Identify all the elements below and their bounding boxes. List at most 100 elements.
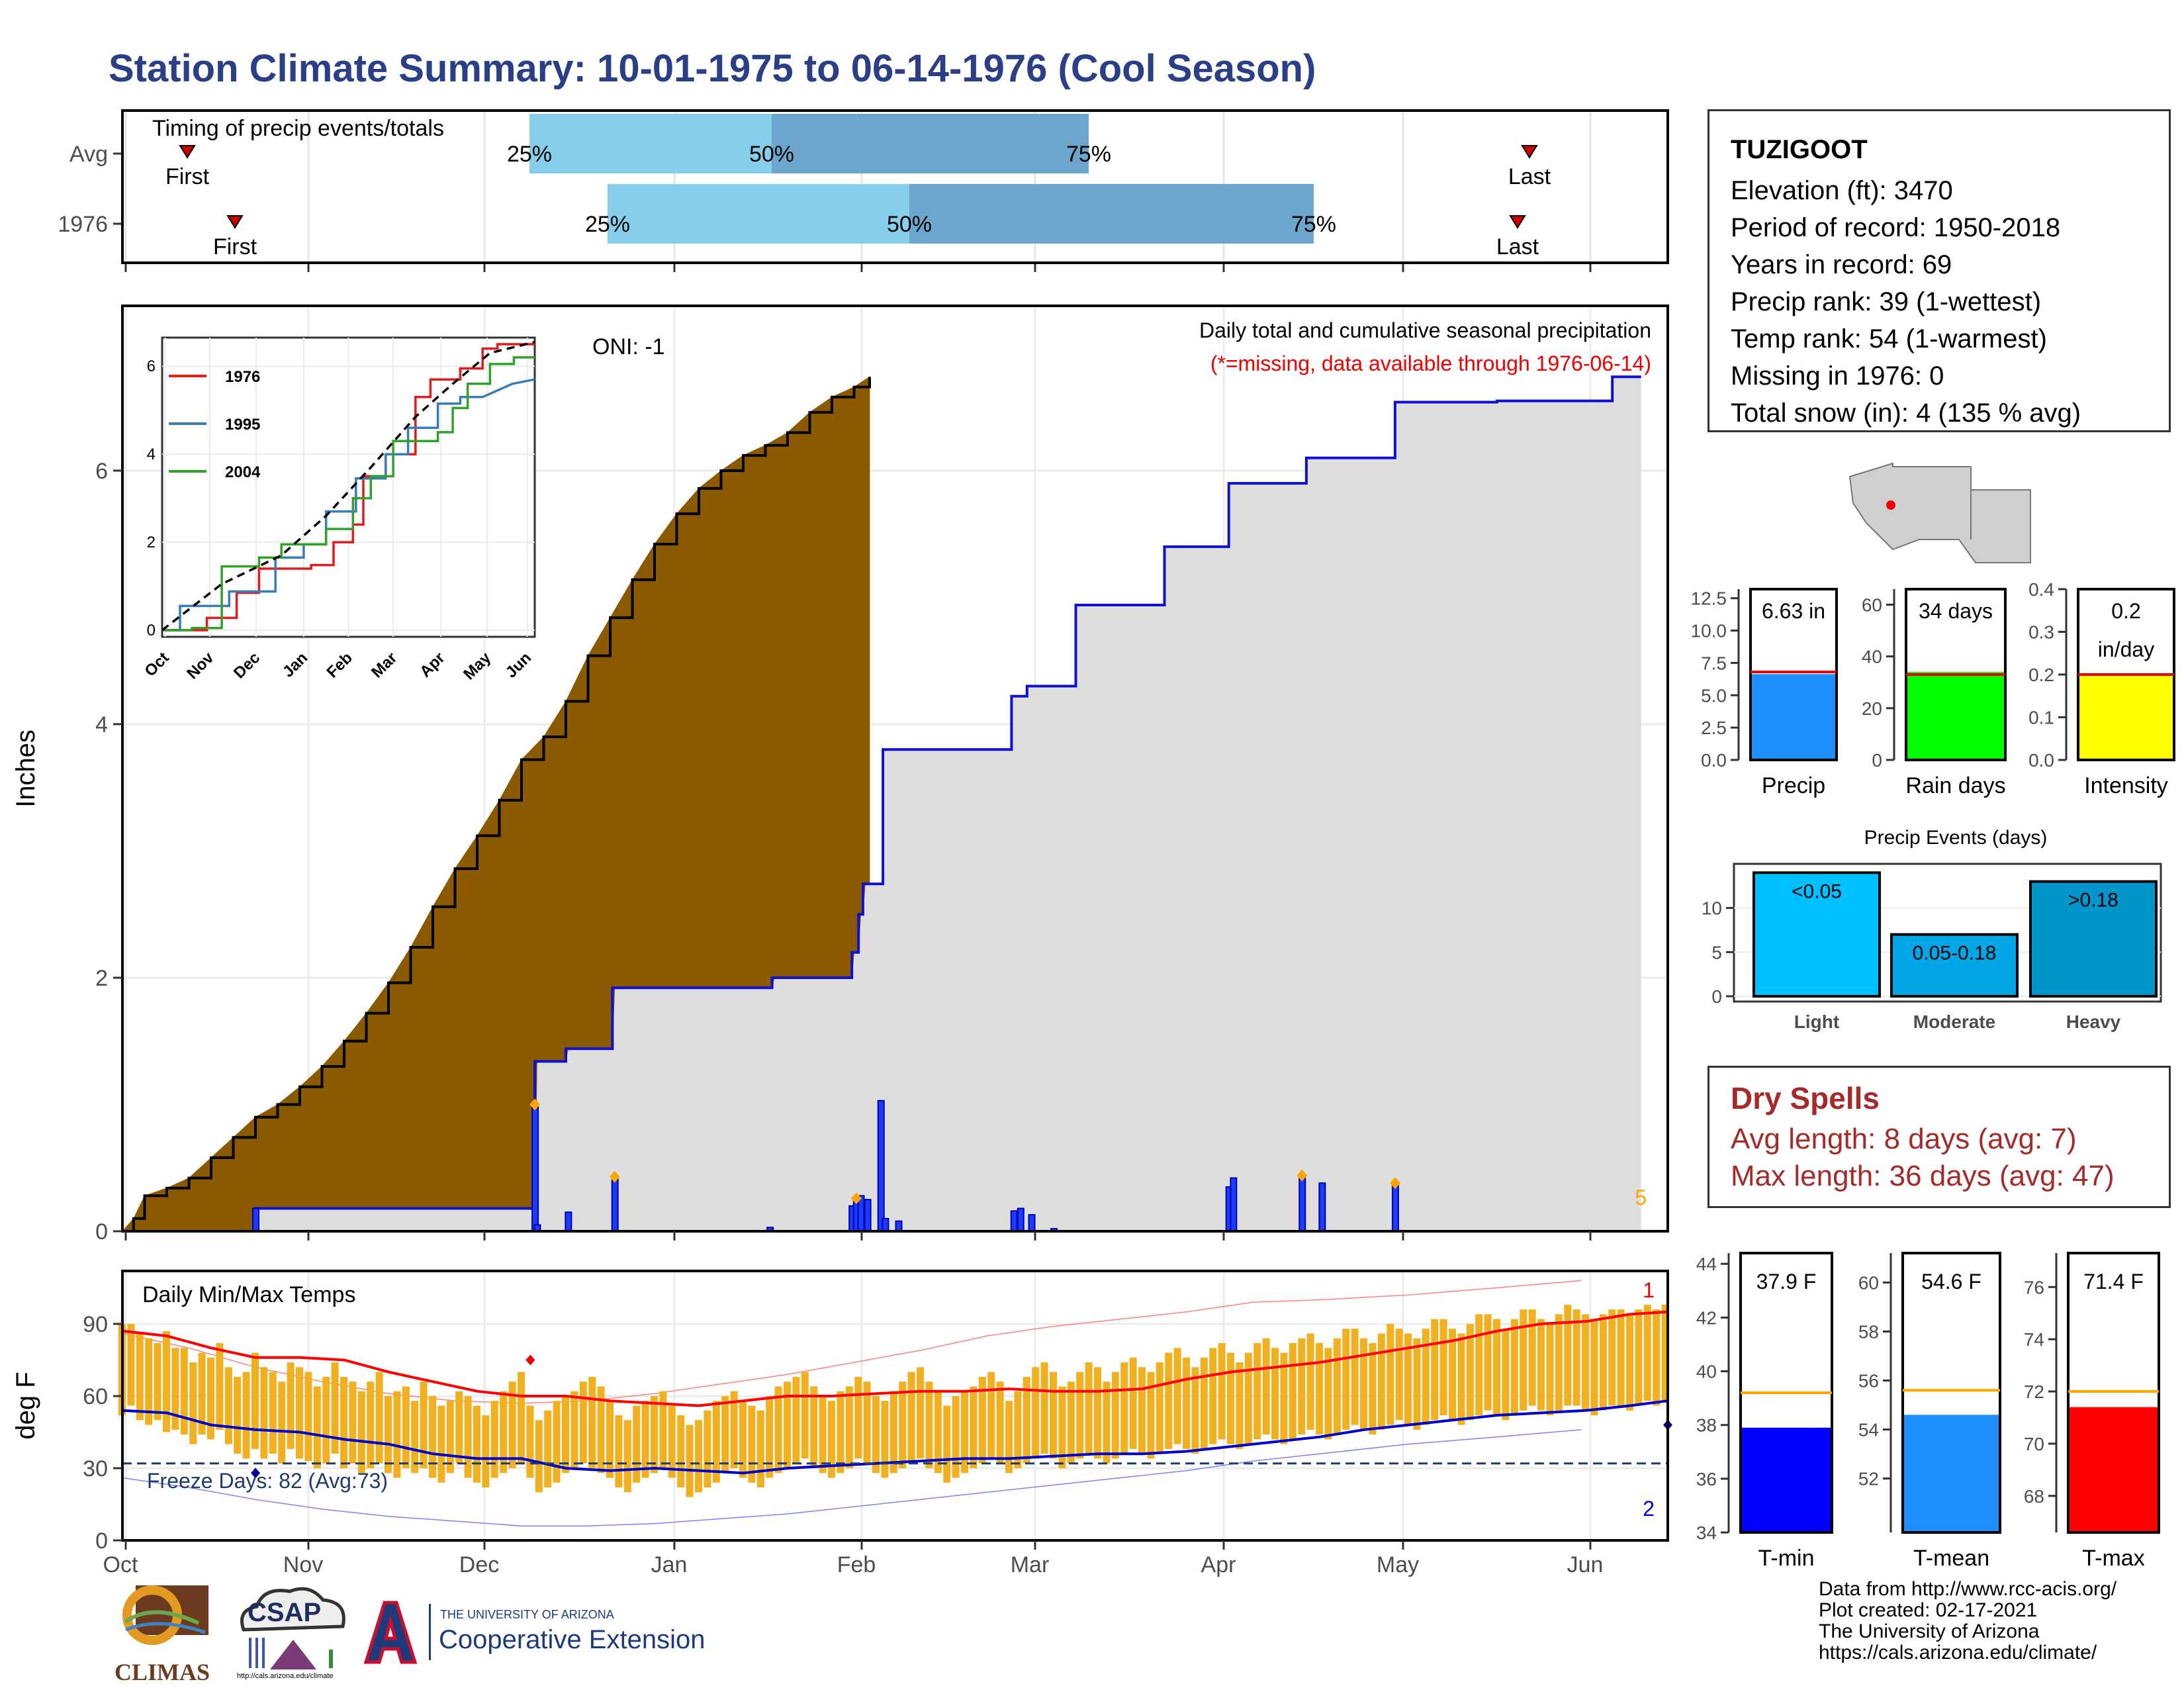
timing-p75-label: 75%	[1066, 142, 1111, 167]
precip-events-chart: Precip Events (days) 0 5 10 <0.05 Light 0.05-0…	[1702, 827, 2162, 1032]
inset-legend-label-1995: 1995	[225, 416, 260, 434]
precip-deficit-segment	[765, 444, 768, 988]
temps-daily-range-bar	[154, 1343, 161, 1421]
temps-daily-range-bar	[367, 1382, 375, 1468]
temp-summary-y-tick-label: 56	[1858, 1370, 1879, 1391]
temps-daily-range-bar	[801, 1372, 809, 1459]
precip-deficit-segment	[281, 1098, 285, 1209]
temp-summary-y-tick-label: 68	[2024, 1486, 2044, 1507]
precip-deficit-segment	[741, 455, 744, 988]
temps-daily-range-bar	[331, 1362, 339, 1454]
temps-daily-range-bar	[996, 1382, 1004, 1464]
precip-deficit-segment	[435, 898, 438, 1209]
precip-observed-area	[122, 377, 1641, 1232]
temps-daily-range-bar	[651, 1395, 659, 1474]
precip-deficit-segment	[516, 763, 520, 1209]
precip-deficit-segment	[386, 982, 389, 1209]
temps-daily-range-bar	[500, 1391, 508, 1474]
precip-deficit-segment	[734, 459, 737, 988]
temp-summary-y-tick-label: 42	[1696, 1307, 1717, 1328]
temps-daily-range-bar	[1094, 1367, 1102, 1459]
precip-deficit-segment	[547, 725, 551, 1062]
precip-event-diamond	[1297, 1169, 1308, 1182]
inset-series-avg	[161, 341, 535, 632]
precip-deficit-segment	[792, 426, 795, 978]
temps-daily-range-bar	[784, 1382, 792, 1468]
precip-deficit-segment	[696, 487, 700, 988]
precip-deficit-segment	[151, 1192, 154, 1232]
temps-y-axis-label: deg F	[11, 1372, 40, 1439]
temps-daily-range-bar	[925, 1382, 933, 1468]
timing-first-marker	[179, 145, 196, 159]
precip-deficit-segment	[324, 1060, 327, 1209]
precip-event-diamond	[609, 1170, 620, 1183]
temps-daily-range-bar	[774, 1386, 782, 1474]
precip-deficit-segment	[268, 1107, 271, 1209]
precip-deficit-segment	[818, 404, 821, 978]
precip-daily-bar	[882, 1217, 889, 1233]
precip-deficit-segment	[315, 1070, 318, 1209]
precip-deficit-segment	[486, 817, 489, 1209]
precip-deficit-segment	[841, 391, 844, 978]
precip-deficit-segment	[596, 635, 600, 1049]
precip-deficit-segment	[448, 875, 451, 1209]
precip-deficit-segment	[731, 461, 735, 988]
precip-deficit-segment	[807, 411, 810, 978]
precip-y-tick-label: 6	[95, 459, 108, 484]
precip-deficit-segment	[785, 432, 788, 978]
precip-deficit-segment	[414, 935, 418, 1209]
precip-deficit-segment	[155, 1190, 159, 1232]
precip-deficit-segment	[725, 465, 728, 988]
precip-daily-bar	[1010, 1210, 1018, 1232]
precip-deficit-segment	[834, 395, 837, 978]
temps-daily-range-bar	[260, 1367, 268, 1459]
inset-y-tick-label: 0	[147, 622, 156, 639]
precip-daily-bar	[864, 1199, 872, 1233]
precip-deficit-segment	[286, 1095, 289, 1209]
temps-daily-range-bar	[1351, 1329, 1359, 1425]
temps-daily-range-bar	[1253, 1343, 1261, 1440]
precip-deficit-segment	[424, 918, 427, 1209]
precip-deficit-segment	[756, 447, 759, 988]
precip-deficit-segment	[291, 1091, 294, 1209]
temps-x-tick-label: Jan	[651, 1552, 688, 1577]
precip-deficit-segment	[714, 473, 717, 988]
climas-logo: CLIMAS	[106, 1582, 218, 1685]
temps-daily-range-bar	[1360, 1338, 1368, 1430]
temps-daily-range-bar	[907, 1372, 915, 1464]
precip-deficit-segment	[275, 1103, 278, 1209]
temp-summary-y-tick-label: 52	[1858, 1469, 1879, 1489]
temps-daily-range-bar	[1439, 1319, 1447, 1416]
precip-deficit-segment	[585, 655, 588, 1049]
precip-summary-y-tick-label: 5.0	[1701, 685, 1727, 706]
precip-deficit-segment	[844, 389, 848, 978]
precip-daily-bar	[877, 1100, 885, 1232]
precip-deficit-segment	[643, 557, 646, 988]
csap-logo: CSAP http://cals.arizona.edu/climate	[230, 1583, 353, 1683]
precip-deficit-segment	[295, 1088, 298, 1209]
temps-daily-range-bar	[1387, 1323, 1394, 1425]
precip-deficit-segment	[557, 711, 560, 1062]
precip-deficit-segment	[468, 845, 471, 1209]
temps-daily-range-bar	[863, 1382, 871, 1464]
precip-deficit-segment	[657, 537, 660, 988]
precip-deficit-segment	[355, 1023, 358, 1209]
precip-summary-intensity: 0.0 0.1 0.2 0.3 0.4 0.2 in/day Intensity	[2028, 579, 2175, 798]
temps-daily-range-bar	[588, 1376, 596, 1468]
precip-deficit-segment	[588, 651, 591, 1049]
temps-daily-range-bar	[1608, 1309, 1616, 1406]
temps-daily-range-bar	[544, 1410, 552, 1488]
temps-daily-range-bar	[224, 1367, 232, 1444]
precip-deficit-segment	[578, 669, 582, 1049]
precip-deficit-segment	[373, 1000, 376, 1209]
precip-deficit-segment	[703, 482, 706, 988]
temps-daily-range-bar	[518, 1372, 525, 1464]
precip-deficit-segment	[459, 858, 462, 1209]
temps-daily-range-bar	[357, 1391, 365, 1474]
temps-x-tick-label: Apr	[1201, 1552, 1236, 1577]
precip-daily-bar	[1391, 1182, 1399, 1233]
precip-deficit-segment	[357, 1021, 360, 1209]
precip-deficit-segment	[353, 1026, 356, 1209]
precip-deficit-segment	[496, 799, 500, 1209]
precip-deficit-segment	[800, 418, 803, 978]
